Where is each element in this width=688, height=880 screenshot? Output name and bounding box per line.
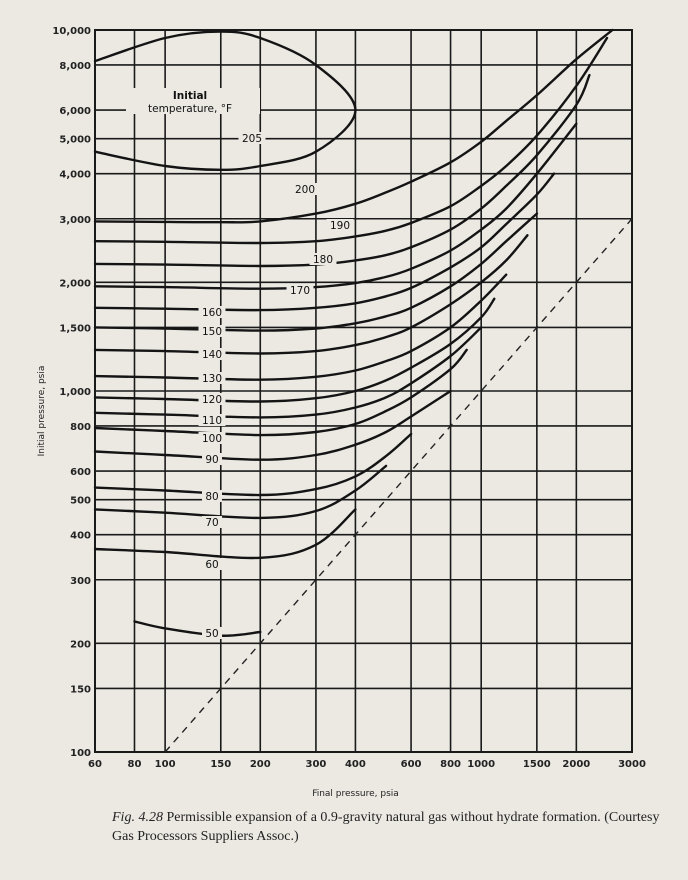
curve-label-150: 150 [202,326,222,338]
curve-60 [93,508,357,560]
curve-80 [93,432,413,497]
curve-label-bg-180 [309,253,337,265]
curve-label-100: 100 [202,433,222,445]
curve-label-bg-170 [286,284,314,296]
curve-50 [133,620,262,637]
curve-label-bg-70 [202,516,222,528]
y-tick-label-8000: 8,000 [59,61,91,72]
x-tick-label-150: 150 [210,759,231,770]
curve-label-bg-120 [198,393,226,405]
tick-labels: 60 80 100 150 200 300 400 600 800 1000 1500 2000 300… [52,26,646,770]
curve-label-90: 90 [205,454,218,466]
y-tick-label-600: 600 [70,467,91,478]
x-tick-label-1500: 1500 [523,759,551,770]
figure-caption: Fig. 4.28 Permissible expansion of a 0.9… [112,808,682,846]
curve-label-bg-100 [198,432,226,444]
curve-label-bg-50 [202,627,222,639]
curve-label-190: 190 [330,220,350,232]
curve-label-170: 170 [290,285,310,297]
legend-title-line-2: temperature, °F [148,103,232,115]
curve-label-bg-200 [291,183,319,195]
x-tick-label-300: 300 [305,759,326,770]
hydrate-expansion-chart: 50 60 70 80 90 100 110 120 130 140 150 160 170 180 190… [37,26,646,799]
reference-dashed-line [164,218,633,753]
curve-label-bg-130 [198,372,226,384]
legend-bg [126,88,260,114]
reference-line-layer [164,218,633,753]
y-tick-label-150: 150 [70,684,91,695]
y-tick-label-10000: 10,000 [52,26,91,37]
curve-110 [93,326,483,419]
curve-170 [93,122,578,290]
curve-205 [93,30,357,171]
x-tick-label-600: 600 [401,759,422,770]
curve-label-80: 80 [205,491,218,503]
figure-number: Fig. 4.28 [112,810,163,825]
y-tick-label-800: 800 [70,422,91,433]
curve-label-120: 120 [202,394,222,406]
x-tick-label-1000: 1000 [467,759,495,770]
caption-text: Permissible expansion of a 0.9-gravity n… [112,810,660,844]
y-tick-label-6000: 6,000 [59,106,91,117]
x-tick-label-3000: 3000 [618,759,646,770]
x-tick-label-800: 800 [440,759,461,770]
x-tick-label-200: 200 [250,759,271,770]
curve-130 [93,273,508,381]
x-axis-title: Final pressure, psia [312,789,399,799]
curve-label-bg-110 [198,414,226,426]
y-tick-label-500: 500 [70,496,91,507]
y-tick-label-3000: 3,000 [59,215,91,226]
y-tick-label-5000: 5,000 [59,135,91,146]
curve-180 [93,73,591,268]
x-tick-label-2000: 2000 [562,759,590,770]
curve-200 [93,28,614,224]
curve-label-bg-140 [198,348,226,360]
curve-label-bg-90 [202,453,222,465]
curves [93,28,614,637]
curve-label-180: 180 [313,254,333,266]
curve-label-130: 130 [202,373,222,385]
curve-190 [93,36,609,245]
y-tick-label-200: 200 [70,639,91,650]
y-tick-label-100: 100 [70,748,91,759]
curve-160 [93,172,556,312]
curve-label-140: 140 [202,349,222,361]
curve-label-205: 205 [242,133,262,145]
y-axis-title: Initial pressure, psia [37,366,47,457]
x-tick-label-80: 80 [128,759,142,770]
x-tick-label-60: 60 [88,759,102,770]
curve-100 [93,348,468,437]
curve-label-110: 110 [202,415,222,427]
curve-label-bg-150 [198,325,226,337]
y-tick-label-1500: 1,500 [59,323,91,334]
curve-label-200: 200 [295,184,315,196]
curve-label-60: 60 [205,559,218,571]
curve-label-bg-205 [238,132,266,144]
curve-label-bg-190 [326,219,354,231]
y-tick-label-400: 400 [70,531,91,542]
curve-label-160: 160 [202,307,222,319]
y-tick-label-2000: 2,000 [59,278,91,289]
x-tick-label-100: 100 [155,759,176,770]
curve-label-bg-60 [202,558,222,570]
curve-label-70: 70 [205,517,218,529]
y-tick-label-300: 300 [70,576,91,587]
curve-70 [93,464,388,520]
y-tick-label-4000: 4,000 [59,170,91,181]
curve-label-bg-80 [202,490,222,502]
x-tick-label-400: 400 [345,759,366,770]
legend-title-line-1: Initial [173,90,207,102]
y-tick-label-1000: 1,000 [59,387,91,398]
curve-labels: 50 60 70 80 90 100 110 120 130 140 150 160 170 180 190… [198,132,354,640]
curve-label-50: 50 [205,628,218,640]
curve-120 [93,297,496,403]
curve-label-bg-160 [198,306,226,318]
curve-90 [93,389,452,461]
